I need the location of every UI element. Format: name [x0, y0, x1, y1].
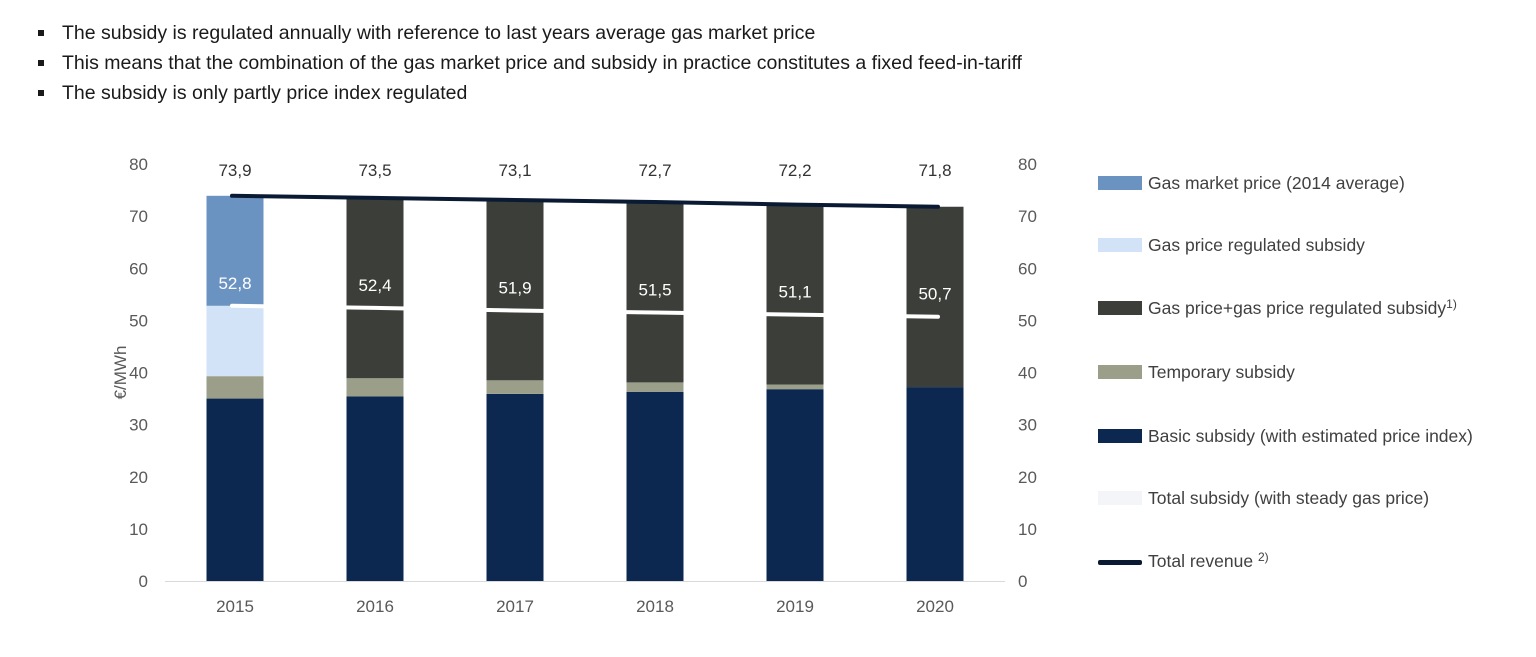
- y-tick-label-left: 20: [129, 468, 148, 487]
- legend-text: Gas price+gas price regulated subsidy: [1148, 298, 1447, 318]
- total-subsidy-data-label: 52,4: [358, 276, 391, 295]
- legend-item-basic-subsidy: Basic subsidy (with estimated price inde…: [1098, 426, 1478, 447]
- legend-item-gas-market-price: Gas market price (2014 average): [1098, 173, 1508, 194]
- total-revenue-data-label: 73,5: [358, 161, 391, 180]
- total-revenue-data-label: 72,2: [778, 161, 811, 180]
- total-subsidy-data-label: 50,7: [918, 285, 951, 304]
- legend-text: Total revenue: [1148, 551, 1254, 571]
- bar-segment-basic-subsidy: [626, 391, 684, 581]
- footnote-marker: 1): [1446, 297, 1457, 311]
- y-tick-label-left: 40: [129, 364, 148, 383]
- y-tick-label-left: 70: [129, 207, 148, 226]
- total-revenue-data-label: 73,9: [218, 161, 251, 180]
- bar-segment-basic-subsidy: [346, 396, 404, 581]
- bullet-item: The subsidy is regulated annually with r…: [38, 20, 1022, 50]
- bar-segment-temporary-subsidy: [346, 378, 404, 397]
- y-tick-label-right: 30: [1018, 416, 1037, 435]
- bullet-list: The subsidy is regulated annually with r…: [38, 20, 1022, 110]
- y-tick-label-right: 70: [1018, 207, 1037, 226]
- total-revenue-data-label: 72,7: [638, 161, 671, 180]
- legend-swatch: [1098, 560, 1142, 565]
- total-revenue-data-label: 73,1: [498, 161, 531, 180]
- legend-item-total-subsidy: Total subsidy (with steady gas price): [1098, 488, 1508, 509]
- x-tick-label: 2020: [916, 597, 954, 616]
- y-tick-label-right: 40: [1018, 364, 1037, 383]
- legend-swatch: [1098, 176, 1142, 190]
- legend-label: Total revenue 2): [1148, 550, 1508, 572]
- bar-segment-temporary-subsidy: [766, 384, 824, 390]
- bar-segment-gas-market-price: [206, 195, 264, 306]
- y-tick-label-right: 0: [1018, 572, 1027, 591]
- legend-item-total-revenue: Total revenue 2): [1098, 550, 1508, 572]
- legend-label: Gas price+gas price regulated subsidy1): [1148, 297, 1508, 319]
- y-tick-label-left: 0: [139, 572, 148, 591]
- bar-segment-gas-price-plus-subsidy: [346, 197, 404, 379]
- y-tick-label-right: 80: [1018, 155, 1037, 174]
- legend-label: Gas price regulated subsidy: [1148, 235, 1365, 255]
- x-tick-label: 2018: [636, 597, 674, 616]
- bar-segment-gas-price-plus-subsidy: [486, 199, 544, 381]
- bullet-item: This means that the combination of the g…: [38, 50, 1022, 80]
- y-axis-label: €/MWh: [111, 346, 130, 400]
- bar-segment-temporary-subsidy: [626, 382, 684, 392]
- total-subsidy-data-label: 51,1: [778, 283, 811, 302]
- legend-swatch: [1098, 301, 1142, 315]
- bar-segment-basic-subsidy: [206, 398, 264, 581]
- bar-segment-temporary-subsidy: [206, 376, 264, 399]
- total-revenue-data-label: 71,8: [918, 161, 951, 180]
- legend-swatch: [1098, 365, 1142, 379]
- legend-label: Temporary subsidy: [1148, 362, 1295, 382]
- bar-segment-gas-price-regulated-subsidy: [206, 305, 264, 377]
- y-tick-label-left: 60: [129, 259, 148, 278]
- total-subsidy-data-label: 51,9: [498, 278, 531, 297]
- footnote-marker: 2): [1257, 550, 1269, 564]
- x-tick-label: 2017: [496, 597, 534, 616]
- bar-segment-basic-subsidy: [486, 393, 544, 581]
- legend-item-gas-price-plus-subsidy: Gas price+gas price regulated subsidy1): [1098, 297, 1508, 319]
- bar-segment-basic-subsidy: [906, 387, 964, 581]
- x-tick-label: 2016: [356, 597, 394, 616]
- x-tick-label: 2015: [216, 597, 254, 616]
- total-revenue-line: [230, 193, 940, 209]
- bar-segment-basic-subsidy: [766, 389, 824, 581]
- total-subsidy-data-label: 52,8: [218, 274, 251, 293]
- legend-swatch: [1098, 238, 1142, 252]
- x-tick-label: 2019: [776, 597, 814, 616]
- y-tick-label-left: 30: [129, 416, 148, 435]
- legend-swatch: [1098, 429, 1142, 443]
- y-tick-label-right: 50: [1018, 311, 1037, 330]
- y-tick-label-left: 80: [129, 155, 148, 174]
- legend-item-temporary-subsidy: Temporary subsidy: [1098, 362, 1508, 383]
- y-tick-label-left: 50: [129, 311, 148, 330]
- y-tick-label-right: 60: [1018, 259, 1037, 278]
- bullet-item: The subsidy is only partly price index r…: [38, 80, 1022, 110]
- y-tick-label-left: 10: [129, 520, 148, 539]
- y-tick-label-right: 10: [1018, 520, 1037, 539]
- legend-label: Gas market price (2014 average): [1148, 173, 1405, 193]
- legend-item-gas-price-regulated-subsidy: Gas price regulated subsidy: [1098, 235, 1508, 256]
- legend-label: Total subsidy (with steady gas price): [1148, 488, 1430, 508]
- total-subsidy-data-label: 51,5: [638, 281, 671, 300]
- total-subsidy-line: [230, 303, 940, 319]
- bar-segment-temporary-subsidy: [486, 380, 544, 394]
- legend-swatch: [1098, 491, 1142, 505]
- bar-segment-gas-price-plus-subsidy: [766, 204, 824, 385]
- bar-segment-gas-price-plus-subsidy: [626, 202, 684, 383]
- bar-segment-gas-price-plus-subsidy: [906, 206, 964, 388]
- legend-label: Basic subsidy (with estimated price inde…: [1148, 426, 1473, 446]
- y-tick-label-right: 20: [1018, 468, 1037, 487]
